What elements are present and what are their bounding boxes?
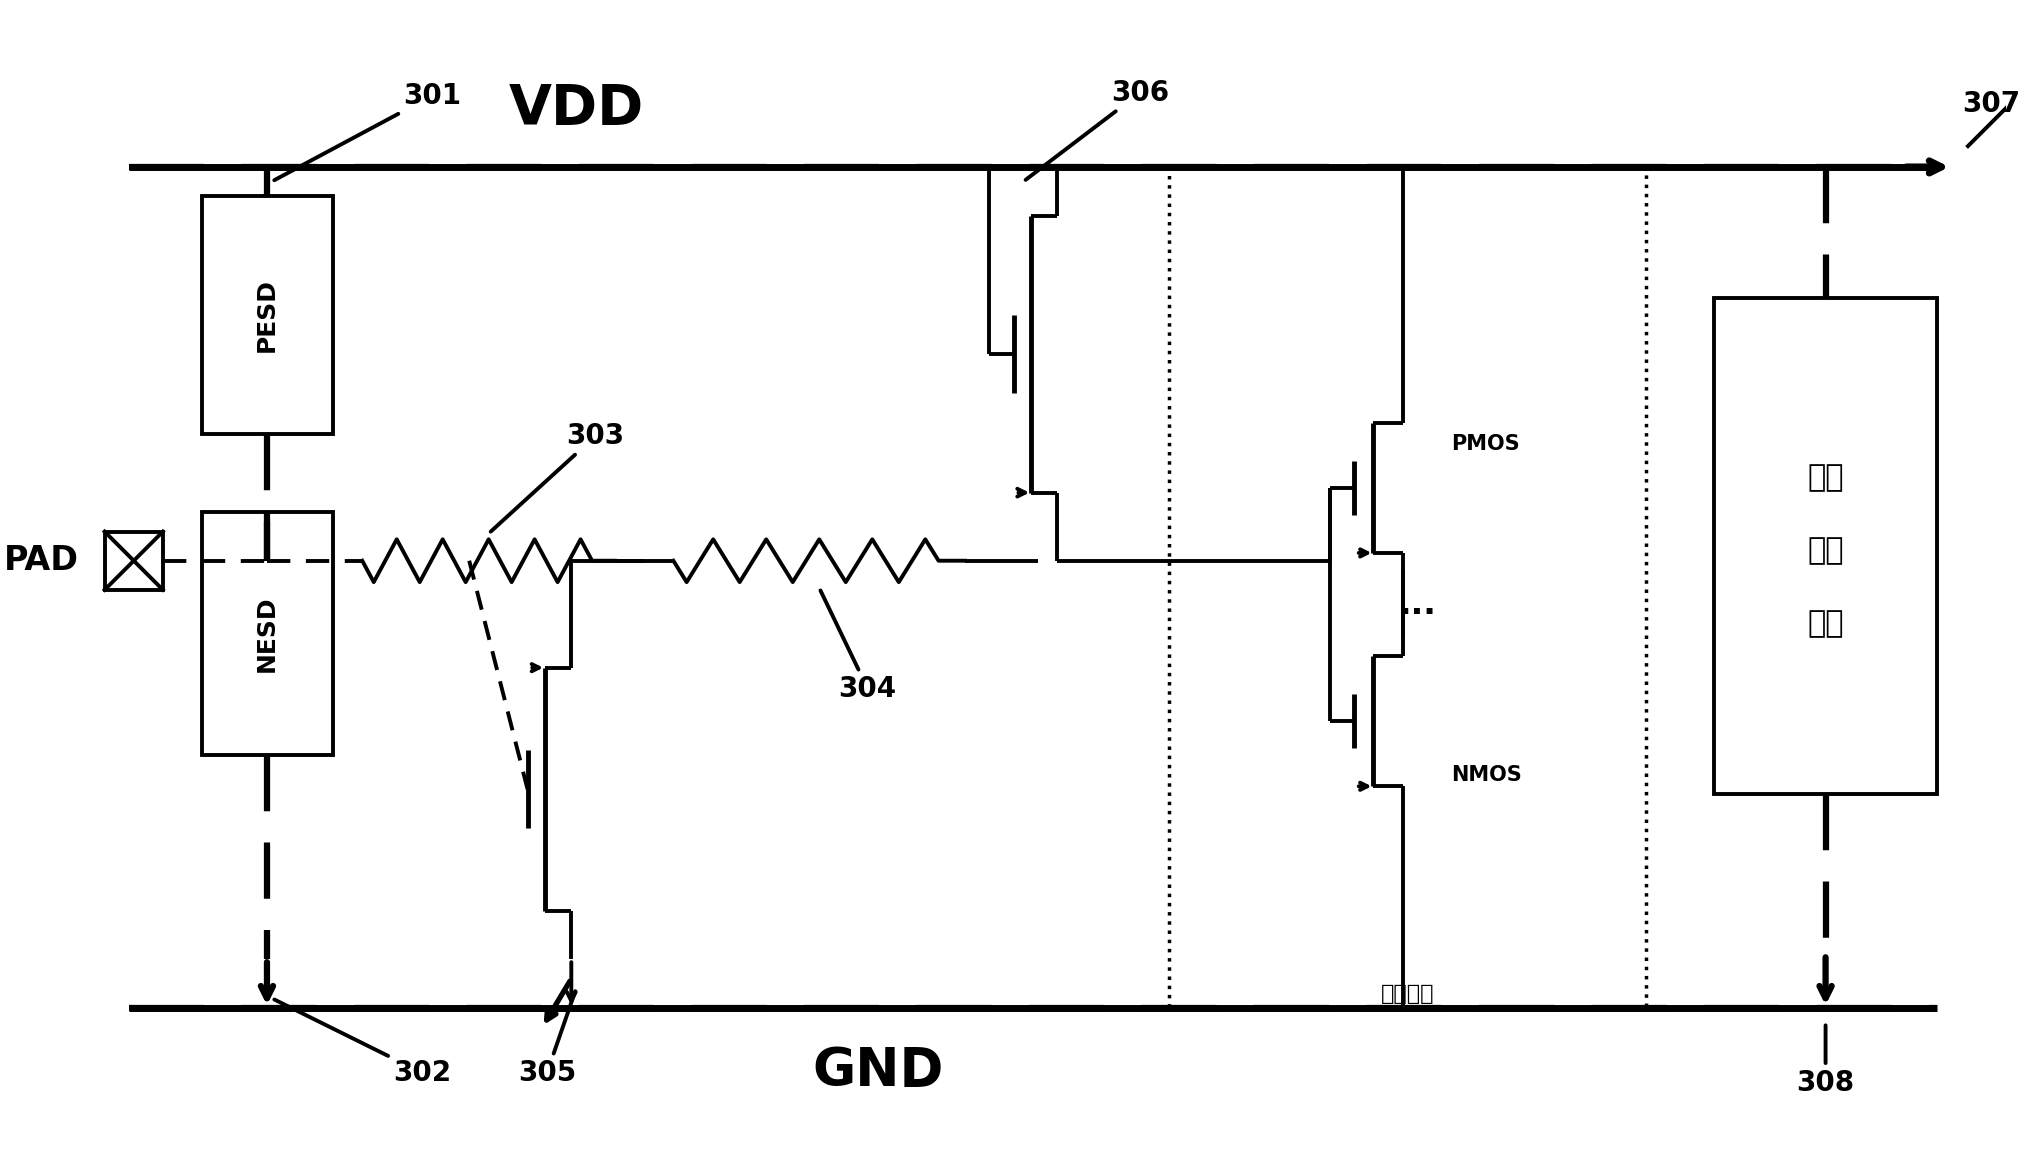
- Text: 308: 308: [1797, 1026, 1853, 1097]
- Text: VDD: VDD: [508, 82, 644, 136]
- Text: 内核电路: 内核电路: [1380, 983, 1433, 1003]
- Text: 307: 307: [1961, 90, 2018, 117]
- Text: 306: 306: [1025, 79, 1169, 179]
- Text: 电源: 电源: [1807, 464, 1843, 492]
- Text: PESD: PESD: [256, 278, 278, 352]
- Text: ...: ...: [1397, 588, 1435, 621]
- Text: 303: 303: [491, 422, 625, 532]
- Text: NMOS: NMOS: [1451, 764, 1520, 784]
- Text: GND: GND: [812, 1045, 942, 1097]
- Text: 304: 304: [820, 591, 897, 703]
- Bar: [104, 532, 162, 590]
- Bar: [201, 512, 333, 755]
- Text: 302: 302: [274, 1000, 451, 1086]
- Bar: [1713, 298, 1937, 795]
- Text: 电路: 电路: [1807, 609, 1843, 639]
- Text: NESD: NESD: [256, 595, 278, 672]
- Text: PMOS: PMOS: [1451, 434, 1518, 454]
- Bar: [1169, 166, 1644, 1008]
- Text: 305: 305: [518, 992, 577, 1086]
- Text: 锁位: 锁位: [1807, 537, 1843, 566]
- Text: PAD: PAD: [4, 544, 79, 578]
- Bar: [201, 196, 333, 435]
- Text: 301: 301: [274, 82, 461, 180]
